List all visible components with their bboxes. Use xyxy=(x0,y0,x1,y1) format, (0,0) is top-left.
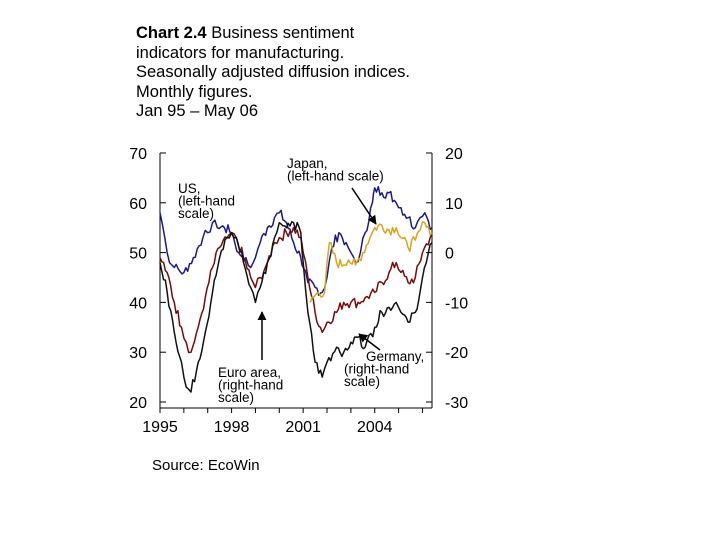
annotation-line: Japan, xyxy=(287,156,328,171)
x-axis-tick-label: 2004 xyxy=(357,419,393,436)
title-line-3: Seasonally adjusted diffusion indices. xyxy=(136,63,410,81)
chart-number: Chart 2.4 xyxy=(136,24,207,42)
left-axis-tick-label: 30 xyxy=(129,345,147,362)
annotation-germany: Germany, (right-hand scale) xyxy=(344,349,424,389)
left-axis-tick-label: 70 xyxy=(129,146,147,163)
title-line-2: indicators for manufacturing. xyxy=(136,43,345,62)
annotation-line: (left-hand scale) xyxy=(287,169,384,184)
annotation-line: (right-hand xyxy=(344,362,409,377)
annotations-group: US, (left-hand scale)Japan, (left-hand scal… xyxy=(178,156,424,405)
left-axis-tick-label: 20 xyxy=(129,395,147,412)
right-axis-tick-label: 0 xyxy=(445,246,454,263)
series-line-germany xyxy=(159,221,433,393)
annotation-line: (right-hand xyxy=(218,378,283,393)
x-axis-tick-label: 1995 xyxy=(142,419,178,436)
title-line-5: Jan 95 – May 06 xyxy=(136,102,258,120)
right-axis-tick-label: -20 xyxy=(445,345,468,362)
left-axis-tick-label: 50 xyxy=(129,246,147,263)
source-note: Source: EcoWin xyxy=(152,457,260,474)
annotation-line: scale) xyxy=(344,374,380,389)
annotation-euro: Euro area, (right-hand scale) xyxy=(218,365,283,405)
series-line-euro-area xyxy=(159,226,433,354)
annotation-japan: Japan, (left-hand scale) xyxy=(287,156,384,184)
japan-arrow xyxy=(351,187,377,225)
left-axis-tick-label: 60 xyxy=(129,196,147,213)
annotation-line: scale) xyxy=(178,206,214,221)
annotation-line: Germany, xyxy=(366,349,424,364)
series-line-us xyxy=(159,185,433,296)
right-axis-tick-label: 10 xyxy=(445,196,463,213)
title-line-4: Monthly figures. xyxy=(136,82,253,101)
x-axis-tick-label: 1998 xyxy=(214,419,250,436)
annotation-line: scale) xyxy=(218,390,254,405)
annotation-us: US, (left-hand scale) xyxy=(178,181,235,221)
right-axis-tick-label: -10 xyxy=(445,295,468,312)
left-axis-tick-label: 40 xyxy=(129,295,147,312)
right-axis-tick-label: 20 xyxy=(445,146,463,163)
x-axis-tick-label: 2001 xyxy=(285,419,321,436)
germany-arrow xyxy=(358,333,381,351)
plot-frame xyxy=(159,153,433,409)
annotation-line: US, xyxy=(178,181,201,196)
chart-title: Chart 2.4 Business sentiment indicators … xyxy=(136,24,476,122)
series-group xyxy=(159,185,433,393)
title-line-1: Business sentiment xyxy=(206,24,355,42)
annotation-line: Euro area, xyxy=(218,365,281,380)
right-axis-tick-label: -30 xyxy=(445,395,468,412)
annotation-line: (left-hand xyxy=(178,194,235,209)
axes-group: 70 60 50 40 30 20 20 10 0 -10 -20 -30 1995 1998 2001 20… xyxy=(129,146,468,436)
series-line-japan xyxy=(309,221,433,303)
